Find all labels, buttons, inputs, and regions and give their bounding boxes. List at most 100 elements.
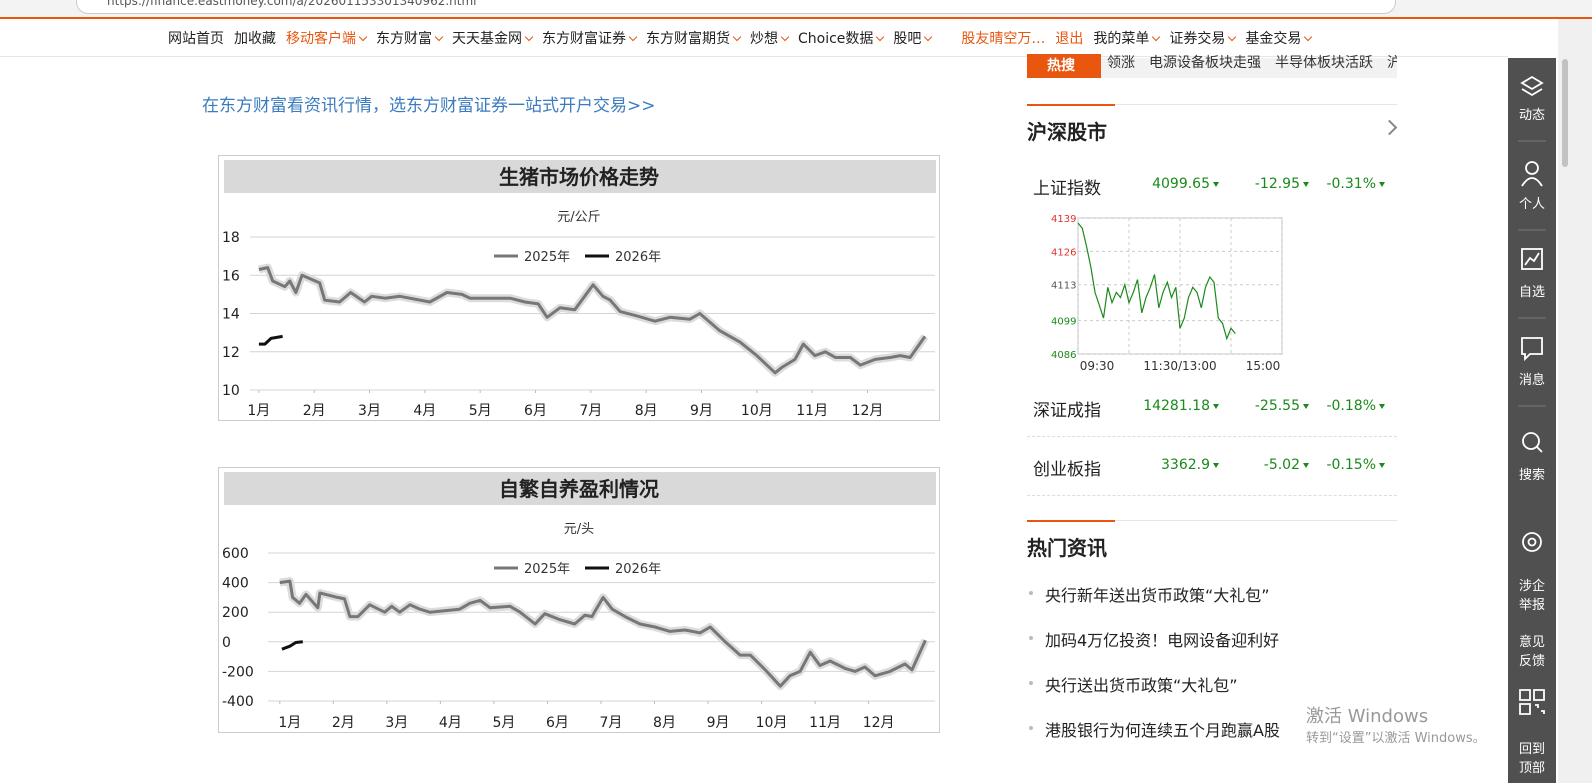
series-line xyxy=(281,640,303,651)
y-tick-label: 4086 xyxy=(1051,350,1076,361)
icon xyxy=(1521,177,1543,187)
index-row[interactable]: 创业板指 3362.9 -5.02 -0.15% xyxy=(1027,439,1397,496)
unit-label: 元/头 xyxy=(564,522,594,537)
x-tick-label: 3月 xyxy=(358,403,381,419)
series-line xyxy=(258,266,927,375)
x-tick-label: 4月 xyxy=(439,715,462,731)
section-title: 沪深股市 xyxy=(1027,120,1107,144)
nav-item[interactable]: 东方财富期货 xyxy=(646,28,740,48)
y-tick-label: 600 xyxy=(222,546,249,562)
x-tick-label: 5月 xyxy=(492,715,515,731)
x-tick-label: 10月 xyxy=(741,403,773,419)
icon xyxy=(1522,532,1542,552)
x-tick-label: 7月 xyxy=(579,403,602,419)
nav-item[interactable]: 移动客户端 xyxy=(286,28,366,48)
toolbar-label[interactable]: 意见反馈 xyxy=(1518,635,1545,669)
hot-label[interactable]: 热搜 xyxy=(1027,54,1101,78)
news-item[interactable]: 央行送出货币政策“大礼包” xyxy=(1029,672,1238,696)
news-item[interactable]: 加码4万亿投资！电网设备迎利好 xyxy=(1028,627,1279,651)
browser-bar: https://finance.eastmoney.com/a/20260115… xyxy=(0,0,1592,17)
index-name: 深证成指 xyxy=(1033,401,1101,421)
more-arrow[interactable] xyxy=(1381,119,1398,136)
y-tick-label: 4113 xyxy=(1051,281,1076,292)
nav-item[interactable]: 天天基金网 xyxy=(452,28,532,48)
y-tick-label: 0 xyxy=(222,635,231,651)
scroll-thumb[interactable] xyxy=(1562,59,1568,167)
x-tick-label: 15:00 xyxy=(1246,359,1281,373)
icon xyxy=(1521,337,1543,362)
x-tick-label: 10月 xyxy=(756,715,788,731)
title-band xyxy=(224,160,936,193)
nav-item[interactable]: 股友晴空万… xyxy=(961,30,1046,47)
x-tick-label: 6月 xyxy=(546,715,569,731)
y-tick-label: 200 xyxy=(222,605,249,621)
unit-label: 元/公斤 xyxy=(557,210,600,225)
toolbar-label[interactable]: 回到顶部 xyxy=(1518,742,1545,776)
y-tick-label: -200 xyxy=(222,664,254,680)
legend-label: 2026年 xyxy=(615,250,661,265)
icon xyxy=(1522,432,1540,450)
scrollbar xyxy=(1558,19,1592,783)
nav-item[interactable]: 证券交易 xyxy=(1169,28,1235,48)
toolbar-label[interactable]: 个人 xyxy=(1518,197,1545,212)
x-tick-label: 11月 xyxy=(796,403,828,419)
icon xyxy=(1519,689,1545,715)
nav-item[interactable]: 东方财富 xyxy=(376,28,442,48)
chart-title: 自繁自养盈利情况 xyxy=(499,477,659,501)
news-item[interactable]: 港股银行为何连续五个月跑赢A股 xyxy=(1029,717,1280,741)
nav-item[interactable]: 网站首页 xyxy=(168,30,224,47)
index-price: 3362.9 xyxy=(1161,457,1219,473)
nav-item[interactable]: 退出 xyxy=(1055,30,1084,47)
address-bar[interactable]: https://finance.eastmoney.com/a/20260115… xyxy=(76,0,1396,14)
nav-item[interactable]: 炒想 xyxy=(750,28,788,48)
y-tick-label: -400 xyxy=(222,694,254,710)
hot-text[interactable]: 领涨 电源设备板块走强 半导体板块活跃 沪 xyxy=(1107,55,1397,71)
icon xyxy=(1521,248,1543,270)
x-tick-label: 2月 xyxy=(303,403,326,419)
intraday-line xyxy=(1077,222,1236,341)
toolbar-label[interactable]: 搜索 xyxy=(1518,468,1545,483)
toolbar-label[interactable]: 自选 xyxy=(1518,285,1545,300)
toolbar-label[interactable]: 涉企举报 xyxy=(1518,579,1545,613)
x-tick-label: 2月 xyxy=(332,715,355,731)
x-tick-label: 4月 xyxy=(413,403,436,419)
x-tick-label: 12月 xyxy=(852,403,884,419)
index-row[interactable]: 深证成指 14281.18 -25.55 -0.18% xyxy=(1027,380,1397,437)
nav-item[interactable]: 东方财富证券 xyxy=(542,28,636,48)
x-tick-label: 5月 xyxy=(469,403,492,419)
x-tick-label: 12月 xyxy=(863,715,895,731)
y-tick-label: 4126 xyxy=(1051,247,1076,258)
y-tick-label: 400 xyxy=(222,576,249,592)
hot-search: 热搜 领涨 电源设备板块走强 半导体板块活跃 沪 xyxy=(1027,54,1397,78)
nav-item[interactable]: 股吧 xyxy=(893,28,931,48)
toolbar-label[interactable]: 动态 xyxy=(1518,108,1545,123)
news-item[interactable]: 央行新年送出货币政策“大礼包” xyxy=(1029,582,1270,606)
nav-item[interactable]: 我的菜单 xyxy=(1093,28,1159,48)
index-change: -5.02 xyxy=(1264,457,1309,473)
title-band xyxy=(224,472,936,505)
index-change: -12.95 xyxy=(1255,176,1309,192)
y-tick-label: 10 xyxy=(222,383,240,399)
x-tick-label: 6月 xyxy=(524,403,547,419)
index-name: 创业板指 xyxy=(1033,460,1101,480)
legend-label: 2025年 xyxy=(524,250,570,265)
x-tick-label: 7月 xyxy=(600,715,623,731)
icon xyxy=(1524,252,1540,266)
promo-link[interactable]: 在东方财富看资讯行情，选东方财富证券一站式开户交易>> xyxy=(202,96,656,116)
index-pct: -0.15% xyxy=(1326,457,1385,473)
divider xyxy=(1027,104,1397,106)
x-tick-label: 1月 xyxy=(247,403,270,419)
separator xyxy=(1518,140,1546,407)
nav-item[interactable]: 基金交易 xyxy=(1245,28,1311,48)
index-price: 14281.18 xyxy=(1143,398,1219,414)
icon xyxy=(1525,161,1539,175)
index-change: -25.55 xyxy=(1255,398,1309,414)
toolbar-label[interactable]: 消息 xyxy=(1518,373,1545,388)
nav-item[interactable]: Choice数据 xyxy=(798,28,883,48)
index-row[interactable]: 上证指数 4099.65 -12.95 -0.31% xyxy=(1027,158,1397,214)
x-tick-label: 9月 xyxy=(707,715,730,731)
intraday-chart: 4086 4099 4113 4126 4139 09:30 11:30/13:00 15:0… xyxy=(1051,214,1283,373)
nav-item[interactable]: 加收藏 xyxy=(234,30,276,47)
